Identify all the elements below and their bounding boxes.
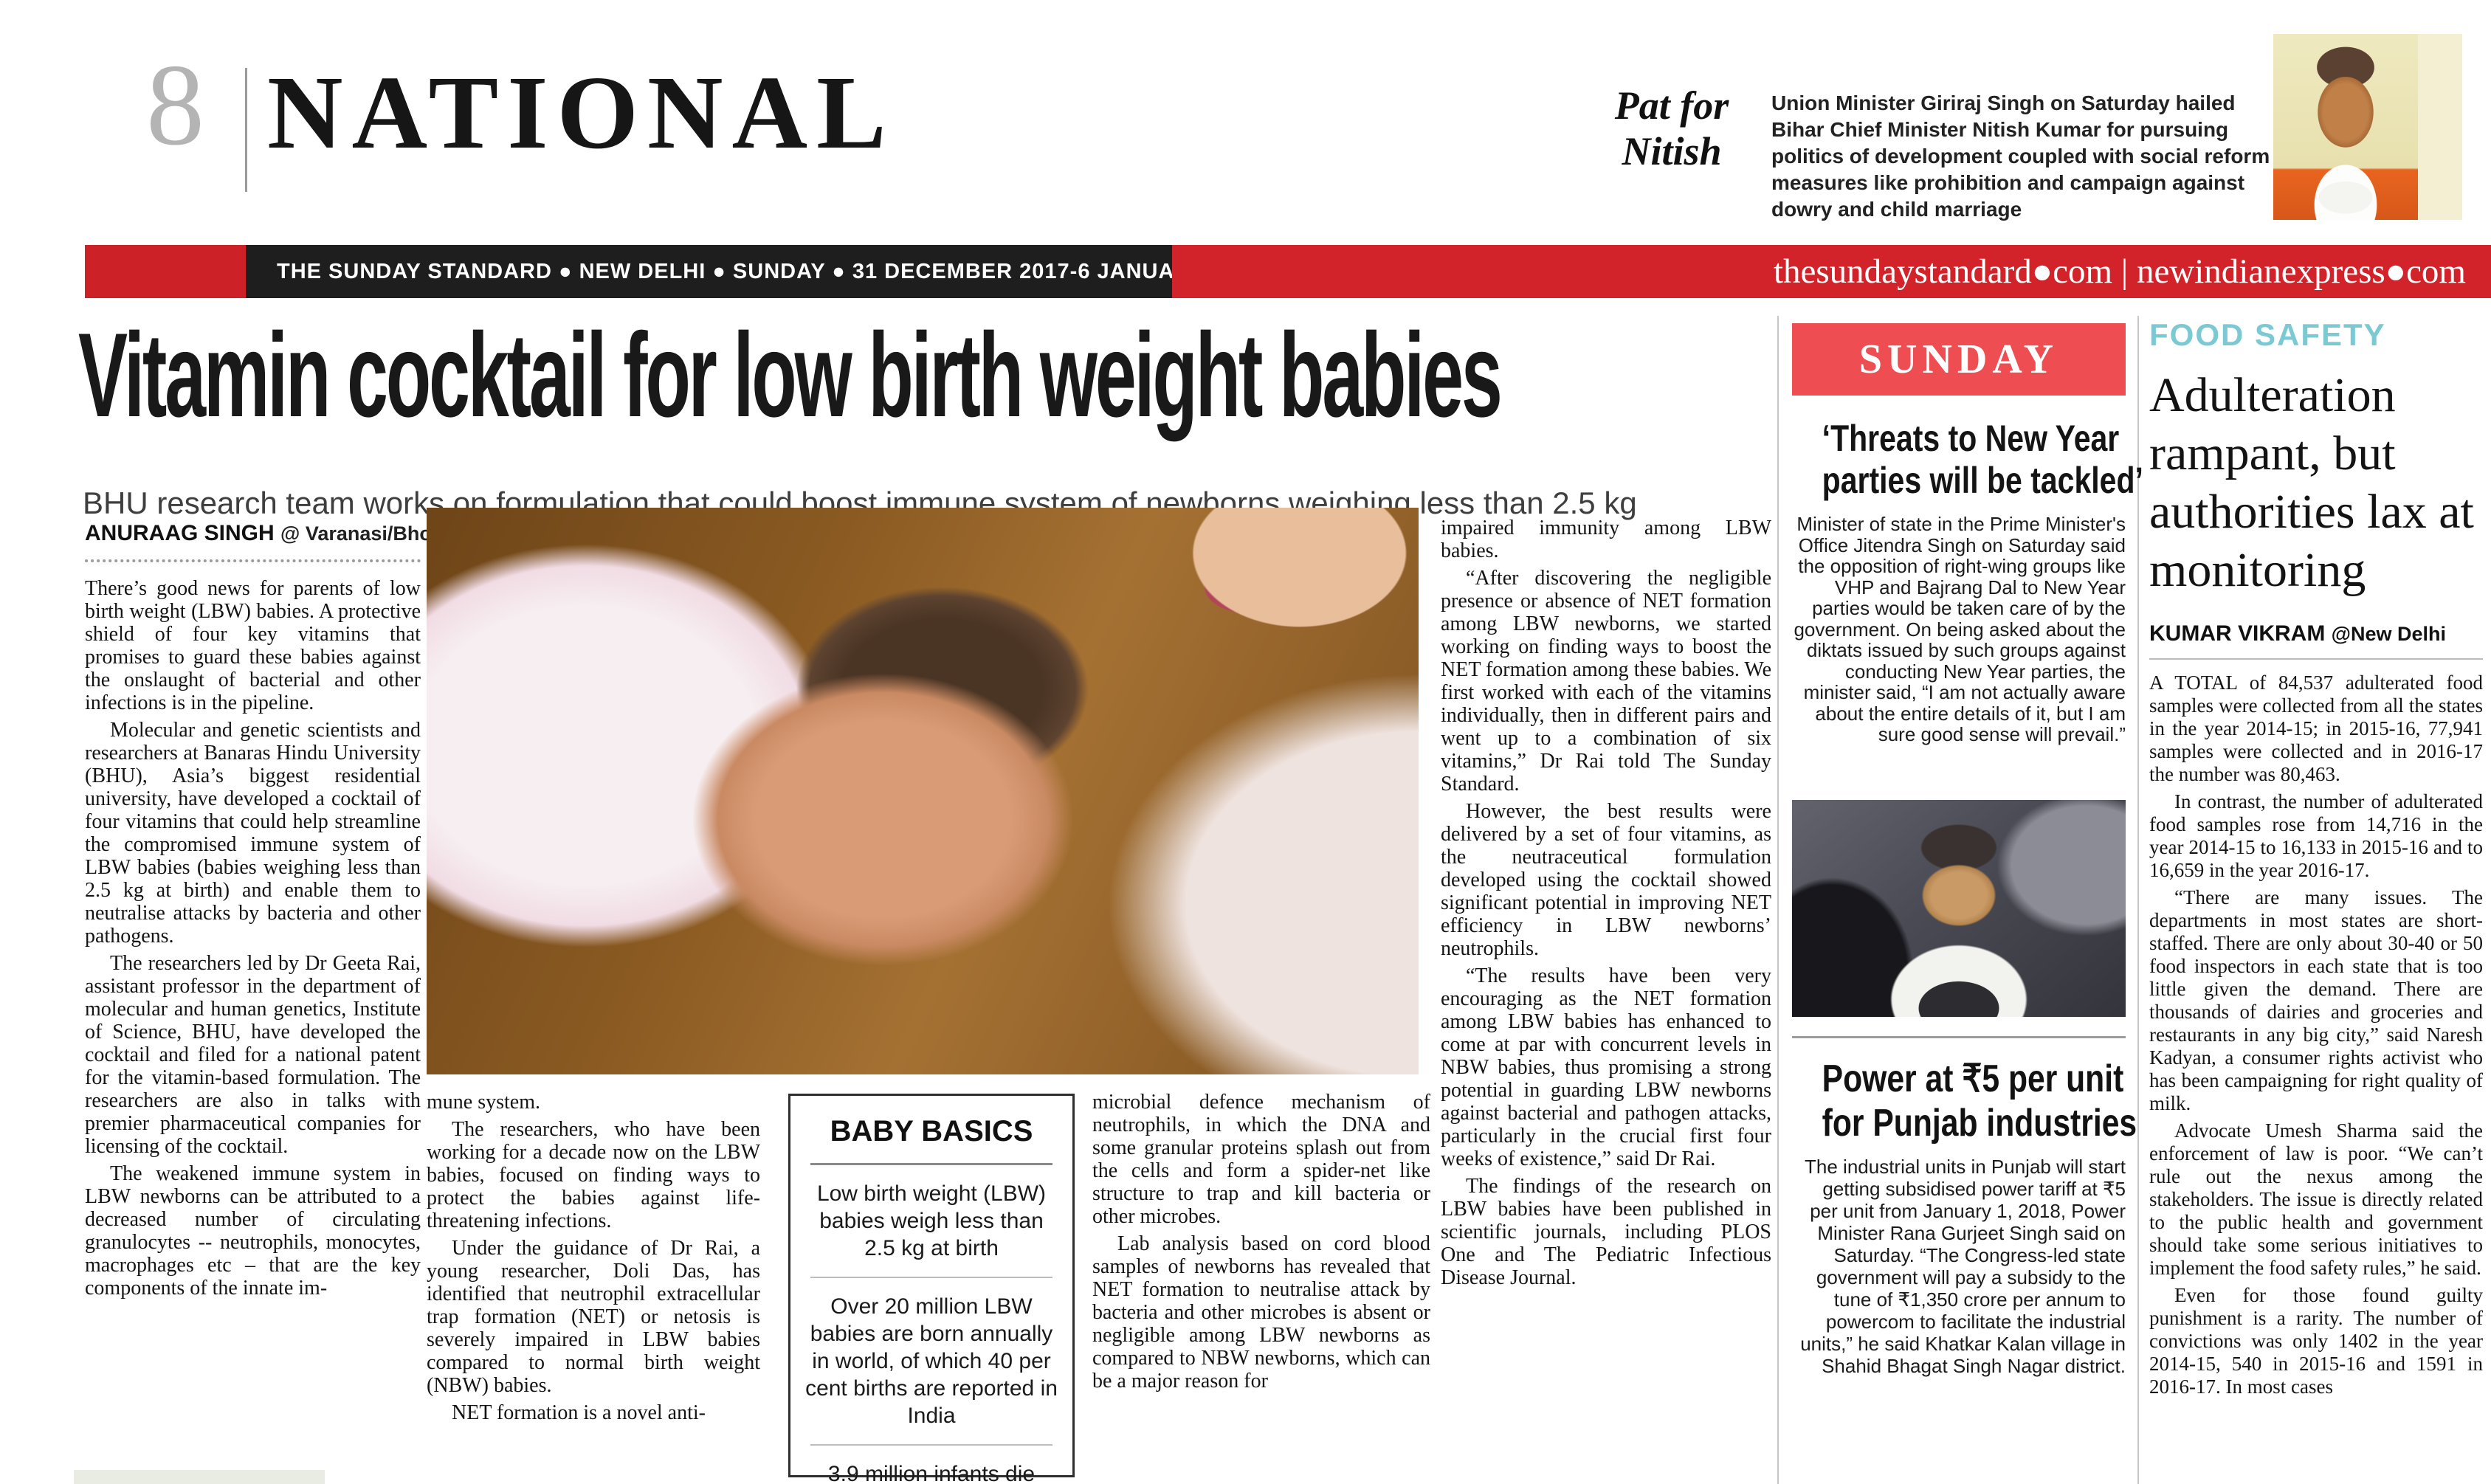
sunday-read-headline-line: parties will be tackled’ bbox=[1822, 460, 2143, 501]
food-safety-paragraph: A TOTAL of 84,537 adulterated food sampl… bbox=[2149, 672, 2483, 785]
food-safety-body: A TOTAL of 84,537 adulterated food sampl… bbox=[2149, 672, 2483, 1484]
edition-bar: THE SUNDAY STANDARD ● NEW DELHI ● SUNDAY… bbox=[85, 245, 2491, 298]
lead-paragraph: There’s good news for parents of low bir… bbox=[85, 577, 421, 714]
lead-paragraph: Lab analysis based on cord blood samples… bbox=[1092, 1232, 1430, 1392]
lead-paragraph: Molecular and genetic scientists and res… bbox=[85, 719, 421, 948]
power-story-headline-line: for Punjab industries bbox=[1822, 1102, 2137, 1145]
food-safety-byline: KUMAR VIKRAM @New Delhi bbox=[2149, 621, 2483, 646]
edition-bar-red-block bbox=[85, 245, 246, 298]
food-safety-paragraph: “There are many issues. The departments … bbox=[2149, 886, 2483, 1114]
lead-paragraph: The weakened immune system in LBW newbor… bbox=[85, 1162, 421, 1300]
baby-basics-rule bbox=[810, 1277, 1053, 1278]
section-title: NATIONAL bbox=[267, 54, 895, 170]
power-story-headline: Power at ₹5 per unit for Punjab industri… bbox=[1792, 1057, 2137, 1145]
food-safety-paragraph: Even for those found guilty punishment i… bbox=[2149, 1284, 2483, 1398]
section-rule bbox=[1792, 1036, 2126, 1038]
masthead-photo-backdrop bbox=[2418, 34, 2462, 220]
baby-basics-item: Over 20 million LBW babies are born annu… bbox=[805, 1294, 1058, 1428]
masthead-divider bbox=[245, 68, 247, 192]
baby-basics-rule bbox=[810, 1444, 1053, 1446]
column-rule bbox=[2137, 316, 2139, 1484]
baby-basics-rule bbox=[810, 1163, 1053, 1165]
column-rule bbox=[1777, 316, 1779, 1484]
lead-paragraph: The researchers, who have been working f… bbox=[427, 1118, 760, 1232]
pat-for-nitish-title: Pat for Nitish bbox=[1614, 83, 1729, 173]
food-safety-label: FOOD SAFETY bbox=[2149, 317, 2386, 352]
sunday-read-body: Minister of state in the Prime Minister'… bbox=[1794, 514, 2126, 745]
cutoff-element bbox=[74, 1470, 325, 1484]
baby-basics-box: BABY BASICS Low birth weight (LBW) babie… bbox=[788, 1094, 1075, 1484]
food-safety-headline: Adulteration rampant, but authorities la… bbox=[2149, 368, 2474, 597]
sunday-read-headline: ‘Threats to New Year parties will be tac… bbox=[1792, 418, 2143, 502]
pat-for-nitish-text: Union Minister Giriraj Singh on Saturday… bbox=[1771, 92, 2270, 221]
lead-paragraph: However, the best results were delivered… bbox=[1441, 800, 1771, 960]
food-safety-paragraph: Advocate Umesh Sharma said the enforceme… bbox=[2149, 1119, 2483, 1279]
lead-byline: ANURAAG SINGH @ Varanasi/Bhopal bbox=[85, 521, 461, 546]
websites-strip: thesundaystandard●com | newindianexpress… bbox=[1172, 245, 2491, 298]
baby-photo bbox=[427, 508, 1419, 1074]
lead-paragraph: impaired immunity among LBW babies. bbox=[1441, 517, 1771, 562]
byline-rule bbox=[2149, 658, 2483, 660]
sunday-read-headline-line: ‘Threats to New Year bbox=[1822, 418, 2120, 459]
jitendra-singh-photo bbox=[1792, 800, 2126, 1017]
page-number: 8 bbox=[146, 41, 204, 170]
giriraj-singh-photo bbox=[2273, 34, 2418, 220]
sunday-read-banner: SUNDAY READ bbox=[1792, 323, 2126, 455]
edition-line: THE SUNDAY STANDARD ● NEW DELHI ● SUNDAY… bbox=[246, 245, 1261, 298]
lead-column-3: microbial defence mechanism of neutrophi… bbox=[1092, 1091, 1430, 1484]
lead-paragraph: Under the guidance of Dr Rai, a young re… bbox=[427, 1237, 760, 1397]
websites-text: thesundaystandard●com | newindianexpress… bbox=[1773, 252, 2466, 291]
baby-basics-title: BABY BASICS bbox=[830, 1115, 1033, 1147]
lead-paragraph: The findings of the research on LBW babi… bbox=[1441, 1175, 1771, 1289]
byline-rule bbox=[85, 559, 421, 562]
power-story-headline-line: Power at ₹5 per unit bbox=[1822, 1057, 2124, 1100]
lead-byline-name: ANURAAG SINGH bbox=[85, 521, 275, 545]
lead-column-4: impaired immunity among LBW babies. “Aft… bbox=[1441, 517, 1771, 1479]
lead-paragraph: mune system. bbox=[427, 1091, 540, 1114]
lead-headline: Vitamin cocktail for low birth weight ba… bbox=[78, 308, 1503, 442]
lead-paragraph: microbial defence mechanism of neutrophi… bbox=[1092, 1091, 1430, 1228]
lead-column-2: mune system. The researchers, who have b… bbox=[427, 1091, 760, 1484]
food-safety-paragraph: In contrast, the number of adulterated f… bbox=[2149, 790, 2483, 881]
lead-paragraph: “After discovering the negligible presen… bbox=[1441, 567, 1771, 796]
power-story-body: The industrial units in Punjab will star… bbox=[1800, 1156, 2126, 1377]
edition-line-text: THE SUNDAY STANDARD ● NEW DELHI ● SUNDAY… bbox=[277, 259, 1262, 283]
baby-basics-item: Low birth weight (LBW) babies weigh less… bbox=[816, 1181, 1047, 1260]
lead-column-1: There’s good news for parents of low bir… bbox=[85, 577, 421, 1479]
lead-paragraph: “The results have been very encouraging … bbox=[1441, 964, 1771, 1170]
lead-paragraph: The researchers led by Dr Geeta Rai, ass… bbox=[85, 952, 421, 1158]
food-safety-byline-location: @New Delhi bbox=[2331, 623, 2447, 645]
baby-basics-item: 3.9 million infants die annually worldwi… bbox=[827, 1462, 1036, 1484]
lead-paragraph: NET formation is a novel anti- bbox=[452, 1401, 706, 1424]
food-safety-byline-name: KUMAR VIKRAM bbox=[2149, 621, 2326, 646]
